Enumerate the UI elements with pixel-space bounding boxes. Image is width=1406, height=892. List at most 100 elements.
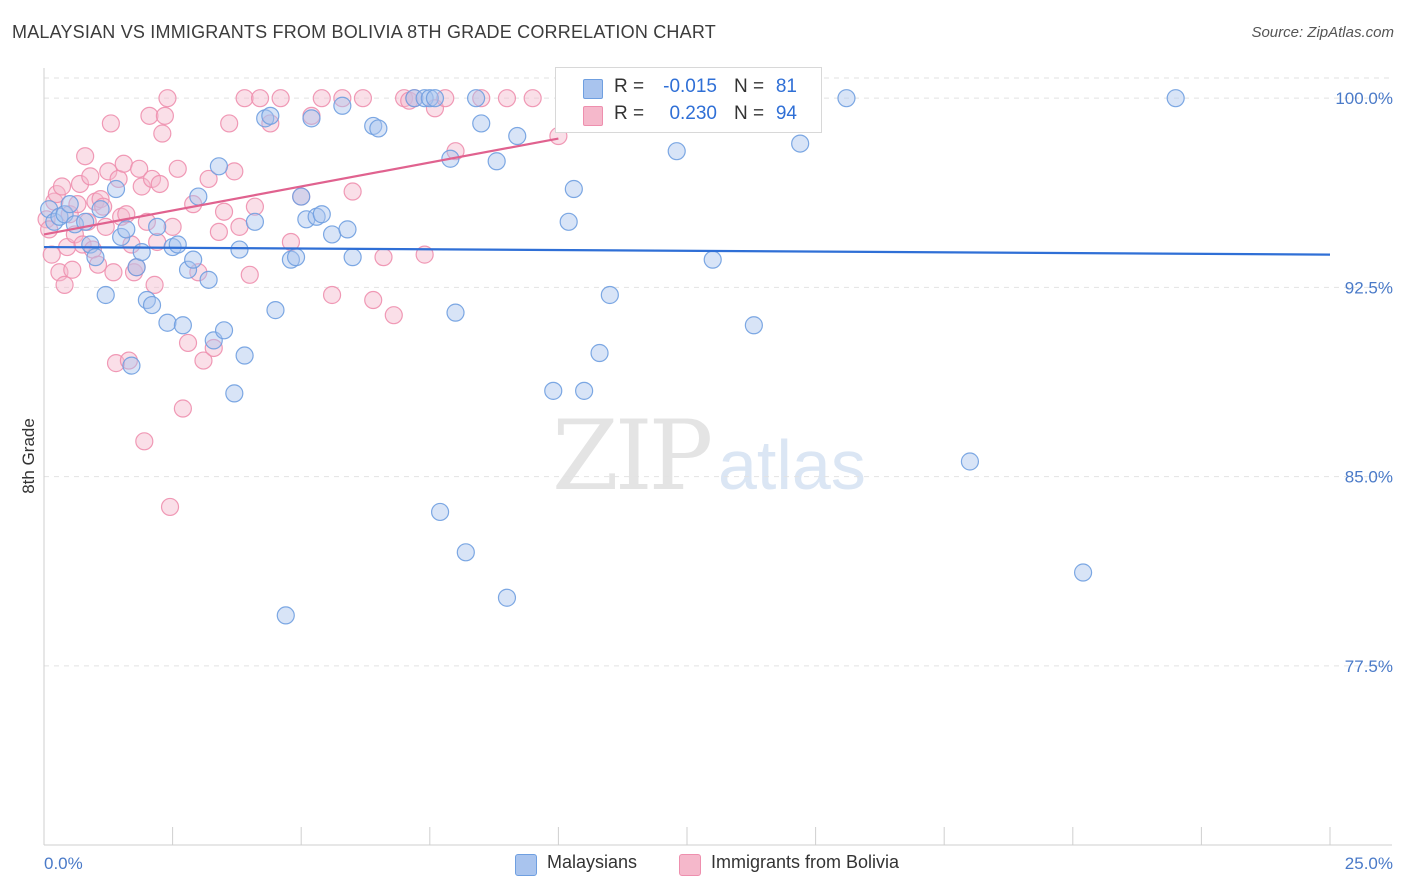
- malaysian-point: [122, 356, 141, 375]
- bolivia-point: [76, 147, 95, 166]
- bolivia-point: [119, 351, 138, 370]
- legend-r-label: R =: [614, 103, 645, 124]
- bottom-legend-swatch-malaysians: [515, 854, 537, 876]
- legend-row-bolivia: R = 0.230 N = 94: [556, 101, 821, 129]
- bolivia-point: [333, 89, 352, 108]
- malaysian-point: [132, 242, 151, 262]
- malaysian-point: [590, 343, 609, 363]
- bolivia-point: [271, 89, 290, 108]
- malaysian-point: [261, 106, 280, 125]
- malaysian-point: [189, 187, 208, 206]
- malaysian-point: [142, 295, 162, 315]
- bolivia-point: [94, 197, 113, 216]
- bolivia-point: [99, 162, 118, 181]
- bolivia-point: [364, 290, 383, 310]
- axes: [43, 68, 1392, 846]
- watermark-zip: ZIP: [552, 400, 713, 512]
- malaysian-point: [307, 207, 326, 226]
- bolivia-point: [353, 89, 373, 108]
- malaysian-point: [86, 248, 105, 267]
- bolivia-point: [220, 114, 239, 133]
- malaysian-point: [415, 89, 434, 108]
- bolivia-point: [132, 177, 151, 196]
- bolivia-point: [374, 248, 393, 267]
- bolivia-point: [135, 432, 154, 451]
- bolivia-point: [523, 89, 542, 108]
- malaysian-point: [322, 225, 342, 244]
- malaysian-point: [343, 248, 362, 267]
- bolivia-point: [472, 89, 491, 108]
- bolivia-point: [104, 263, 123, 282]
- malaysian-point: [230, 240, 249, 259]
- malaysian-point: [446, 303, 465, 322]
- bolivia-point: [150, 174, 169, 194]
- legend-r-value: 0.230: [669, 103, 717, 124]
- bolivia-point: [199, 169, 218, 189]
- malaysian-point: [235, 346, 254, 365]
- bolivia-point: [55, 275, 74, 294]
- bolivia-point: [155, 106, 174, 125]
- y-axis-label: 8th Grade: [19, 418, 38, 494]
- source-label: Source: ZipAtlas.com: [1251, 24, 1394, 41]
- bolivia-point: [400, 91, 419, 110]
- malaysian-point: [276, 606, 295, 625]
- bolivia-point: [137, 212, 156, 231]
- malaysian-point: [544, 381, 563, 400]
- bolivia-point: [261, 114, 280, 133]
- bolivia-point: [209, 222, 228, 242]
- bolivia-point: [153, 124, 172, 143]
- malaysian-point: [425, 89, 445, 108]
- malaysian-point: [45, 212, 64, 231]
- malaysian-point: [91, 200, 110, 219]
- malaysian-point: [286, 248, 306, 267]
- bolivia-point: [145, 275, 164, 294]
- malaysian-point: [487, 152, 506, 171]
- bolivia-point: [173, 399, 192, 418]
- malaysian-point: [214, 321, 234, 340]
- malaysian-point: [245, 212, 265, 231]
- bolivia-point: [178, 333, 198, 353]
- malaysian-point: [960, 452, 980, 471]
- malaysian-point: [405, 89, 424, 108]
- bolivia-point: [42, 245, 61, 264]
- bolivia-point: [436, 89, 455, 108]
- bolivia-point: [73, 235, 92, 254]
- malaysian-point: [744, 316, 763, 335]
- bolivia-point: [130, 159, 149, 178]
- malaysian-point: [333, 96, 352, 115]
- bolivia-point: [240, 265, 259, 284]
- malaysian-point: [791, 134, 810, 153]
- malaysian-point: [266, 301, 285, 320]
- malaysian-point: [158, 313, 177, 332]
- bolivia-point: [194, 351, 213, 370]
- legend-r-value: -0.015: [663, 76, 717, 97]
- malaysian-point: [472, 114, 491, 133]
- legend-n-value: 94: [775, 103, 797, 124]
- bolivia-point: [394, 89, 414, 108]
- bolivia-point: [497, 89, 517, 108]
- malaysian-point: [209, 157, 228, 176]
- bolivia-point: [322, 285, 342, 305]
- bolivia-point: [52, 177, 72, 196]
- bolivia-point: [114, 154, 133, 173]
- malaysian-point: [168, 235, 187, 254]
- malaysian-point: [364, 116, 383, 136]
- bolivia-point: [312, 89, 331, 108]
- malaysian-point: [466, 89, 486, 108]
- malaysian-point: [497, 588, 517, 607]
- legend-r-label: R =: [614, 76, 645, 97]
- bolivia-point: [214, 202, 234, 221]
- bolivia-point: [68, 195, 87, 214]
- malaysian-point: [1073, 563, 1093, 582]
- malaysian-point: [508, 126, 527, 146]
- malaysian-point: [564, 179, 583, 199]
- data-points: [37, 89, 1185, 625]
- malaysian-point: [312, 205, 331, 224]
- bottom-legend-swatch-bolivia: [679, 854, 701, 876]
- legend-n-label: N =: [734, 76, 765, 97]
- bolivia-point: [163, 217, 182, 236]
- malaysian-point: [117, 220, 136, 239]
- bolivia-point: [101, 114, 120, 133]
- bolivia-point: [245, 197, 265, 216]
